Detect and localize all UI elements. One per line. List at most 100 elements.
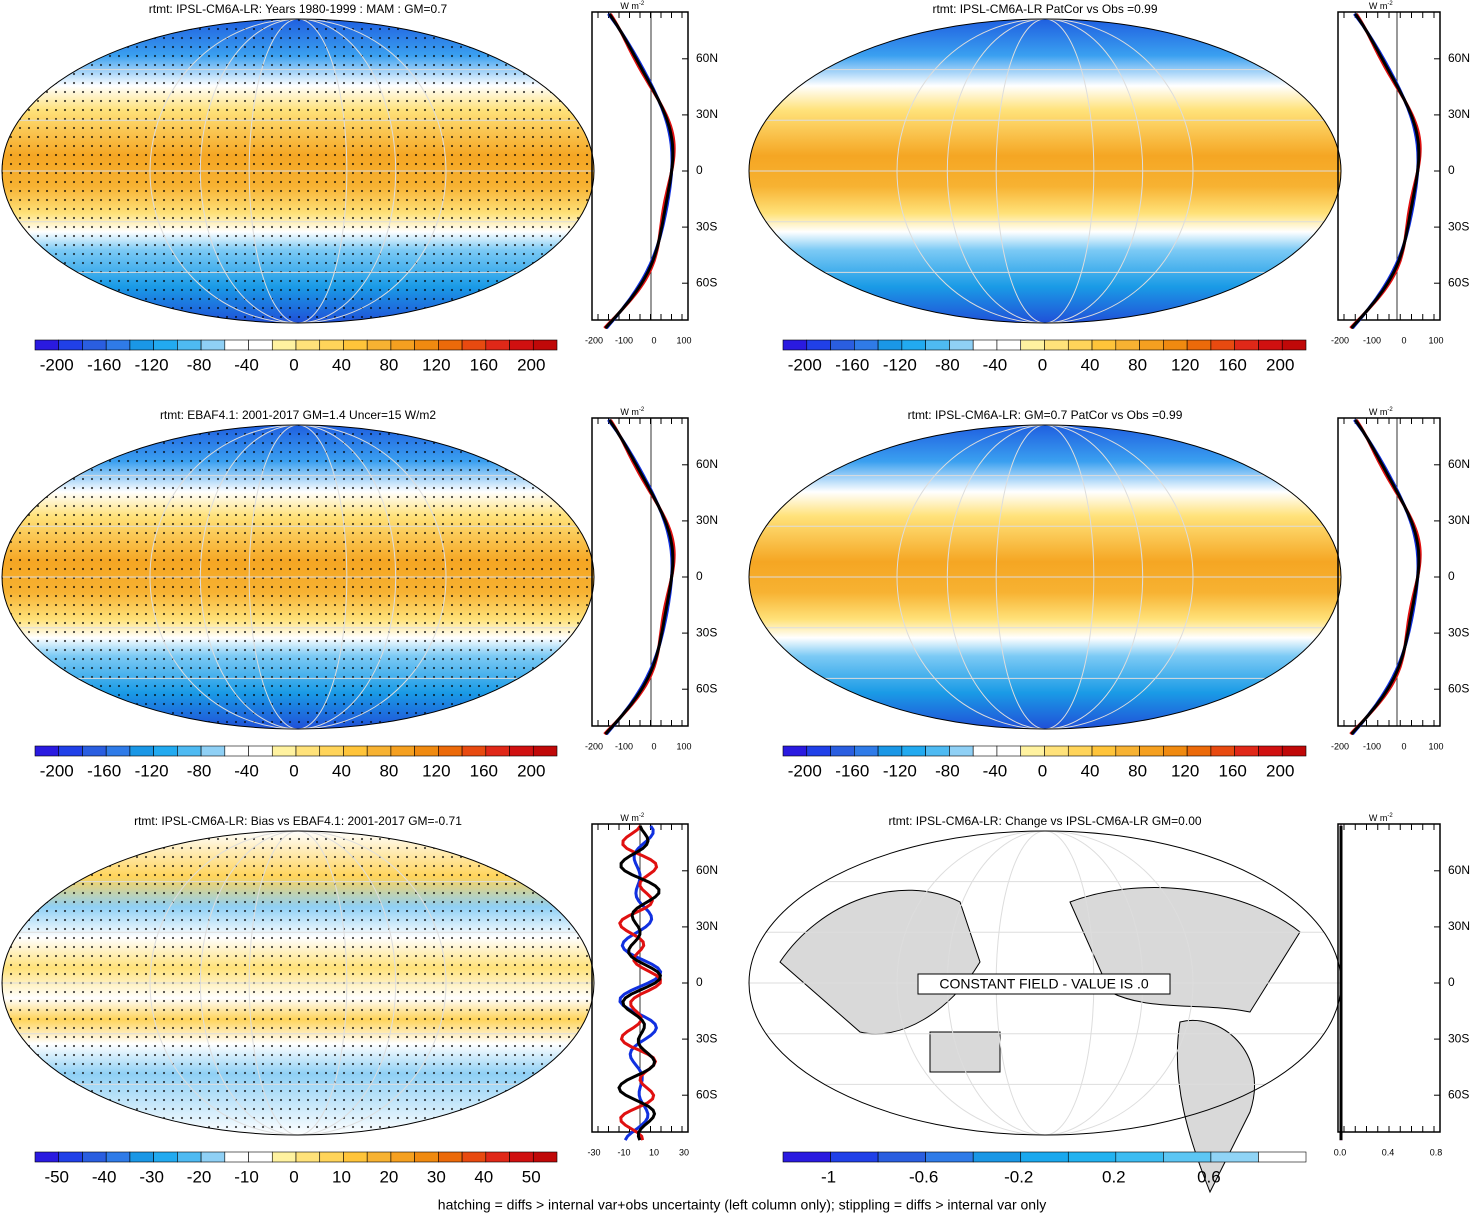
units-exponent: -2: [1387, 1, 1393, 7]
colorbar-box: [509, 1151, 534, 1163]
colorbar-box: [782, 1151, 831, 1163]
colorbar-box: [877, 745, 903, 757]
colorbar-box: [343, 1151, 368, 1163]
lat-label: 30S: [696, 219, 717, 233]
colorbar-label: 40: [474, 1167, 493, 1186]
colorbar-box: [343, 339, 368, 351]
colorbar-box: [461, 339, 487, 351]
profile-x-label: 0: [1401, 741, 1406, 751]
colorbar-box: [153, 339, 178, 351]
colorbar-box: [1258, 1151, 1307, 1163]
colorbar-label: 40: [1081, 761, 1100, 780]
colorbar-box: [390, 1151, 415, 1163]
colorbar-box: [782, 745, 808, 757]
panel-title: rtmt: IPSL-CM6A-LR: Years 1980-1999 : MA…: [149, 2, 448, 16]
profile-x-label: -100: [615, 741, 633, 751]
colorbar-label: -40: [983, 761, 1008, 780]
colorbar-box: [949, 339, 974, 351]
colorbar-label: 80: [379, 355, 398, 374]
map-border: [748, 424, 1342, 730]
units-exponent: -2: [639, 813, 645, 819]
profile-x-label: 10: [649, 1147, 659, 1157]
land: [1176, 1020, 1256, 1194]
lat-label: 60N: [696, 863, 718, 877]
colorbar-box: [461, 745, 487, 757]
lat-label: 30N: [1448, 513, 1470, 527]
colorbar-label: 200: [517, 355, 545, 374]
land: [779, 889, 981, 1035]
panel: rtmt: EBAF4.1: 2001-2017 GM=1.4 Uncer=15…: [1, 407, 718, 780]
colorbar-box: [1067, 1151, 1117, 1163]
colorbar-box: [319, 339, 344, 351]
profile-frame: [1337, 11, 1441, 321]
colorbar-box: [485, 339, 510, 351]
colorbar-box: [806, 339, 831, 351]
colorbar-box: [295, 339, 321, 351]
units-exponent: -2: [1387, 813, 1393, 819]
units-exponent: -2: [1387, 407, 1393, 413]
map-border: [1, 830, 595, 1136]
colorbar-label: -120: [135, 761, 169, 780]
colorbar-box: [1115, 339, 1140, 351]
colorbar-box: [1186, 745, 1212, 757]
colorbar-box: [105, 745, 131, 757]
colorbar-box: [1020, 1151, 1069, 1163]
lat-label: 30S: [696, 625, 717, 639]
colorbar-box: [509, 339, 534, 351]
colorbar-box: [248, 745, 273, 757]
map-border: [748, 18, 1342, 324]
colorbar-box: [105, 339, 131, 351]
panel: rtmt: IPSL-CM6A-LR: Years 1980-1999 : MA…: [1, 1, 718, 374]
colorbar-box: [224, 745, 249, 757]
lat-label: 60S: [1448, 1087, 1469, 1101]
colorbar-box: [996, 745, 1022, 757]
colorbar-box: [153, 745, 178, 757]
colorbar-label: -120: [883, 761, 917, 780]
units-label: W m-2: [1369, 1, 1393, 12]
lat-label: 60N: [696, 51, 718, 65]
panel-title: rtmt: IPSL-CM6A-LR PatCor vs Obs =0.99: [932, 2, 1157, 16]
profile-curve: [1350, 419, 1421, 736]
units: W m: [620, 813, 639, 823]
colorbar-box: [1091, 339, 1117, 351]
profile-x-label: -200: [1331, 335, 1349, 345]
colorbar-label: -200: [788, 761, 822, 780]
note: CONSTANT FIELD - VALUE IS .0: [939, 976, 1148, 992]
colorbar-box: [129, 1151, 154, 1163]
colorbar-box: [1281, 339, 1307, 351]
units: W m: [1369, 813, 1388, 823]
colorbar-label: -80: [187, 355, 212, 374]
colorbar-box: [438, 1151, 463, 1163]
profile-x-label: 100: [1428, 741, 1443, 751]
colorbar-box: [925, 339, 950, 351]
colorbar-label: 0: [289, 1167, 298, 1186]
colorbar-box: [34, 745, 60, 757]
colorbar-box: [901, 745, 926, 757]
colorbar-label: 10: [332, 1167, 351, 1186]
profile-x-label: -10: [617, 1147, 630, 1157]
lat-label: 60N: [696, 457, 718, 471]
colorbar-box: [1020, 745, 1045, 757]
profile-frame: [1337, 823, 1441, 1133]
colorbar-box: [972, 745, 998, 757]
panel: rtmt: IPSL-CM6A-LR: Bias vs EBAF4.1: 200…: [1, 813, 718, 1186]
units-label: W m-2: [620, 1, 644, 12]
colorbar-box: [82, 745, 107, 757]
profile-x-label: 0: [651, 741, 656, 751]
colorbar-box: [34, 1151, 60, 1163]
lat-label: 30N: [696, 107, 718, 121]
lat-label: 30N: [696, 919, 718, 933]
colorbar-box: [877, 339, 903, 351]
lat-label: 30N: [1448, 107, 1470, 121]
map-border: [1, 18, 595, 324]
colorbar-box: [1210, 339, 1235, 351]
lat-label: 30S: [696, 1031, 717, 1045]
land: [929, 1031, 1001, 1073]
profile-x-label: 100: [676, 335, 691, 345]
colorbar-box: [1044, 745, 1069, 757]
colorbar-box: [509, 745, 534, 757]
colorbar-box: [830, 1151, 879, 1163]
colorbar-label: 200: [1266, 355, 1294, 374]
colorbar-label: -80: [935, 355, 960, 374]
